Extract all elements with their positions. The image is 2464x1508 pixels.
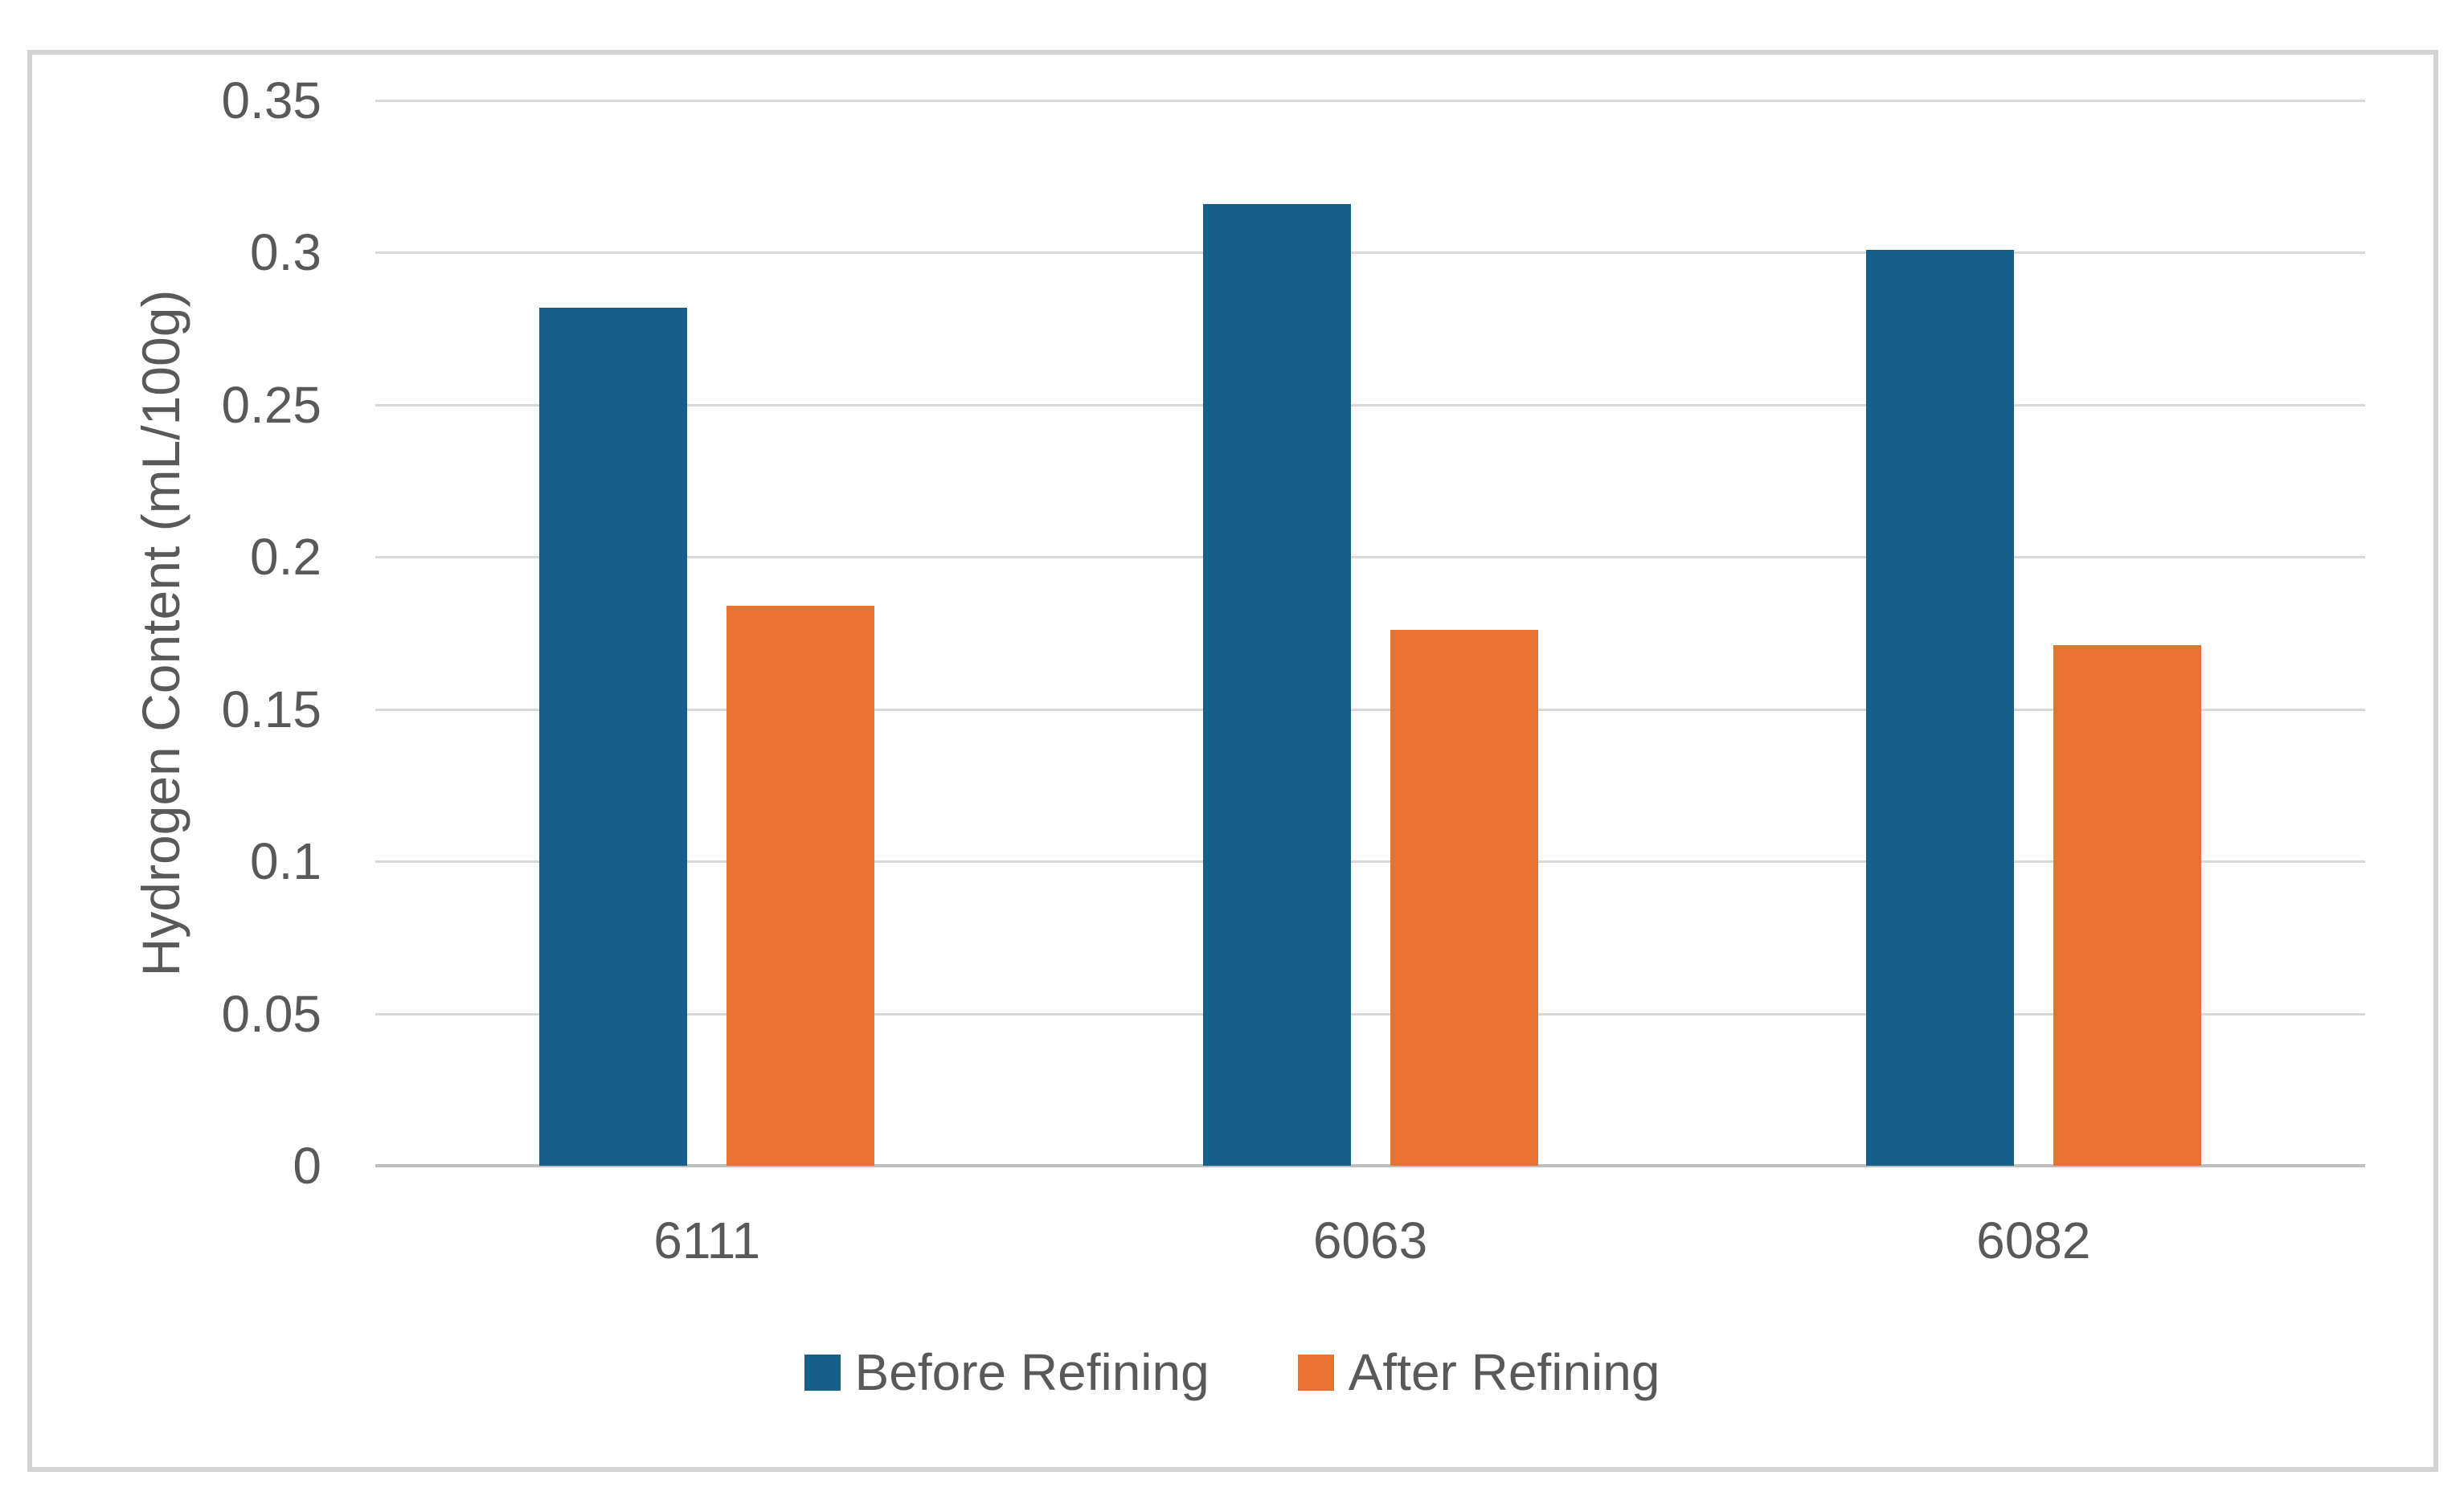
y-tick-label: 0.25	[221, 375, 321, 434]
x-category-label: 6082	[1976, 1212, 2091, 1269]
bar-after-refining-6063	[1390, 630, 1538, 1166]
gridline	[375, 708, 2365, 711]
y-tick-label: 0.35	[221, 72, 321, 129]
bar-before-refining-6063	[1202, 203, 1351, 1166]
bar-after-refining-6111	[727, 605, 875, 1166]
y-tick-label: 0.2	[250, 528, 321, 586]
gridline	[375, 556, 2365, 559]
gridline	[375, 100, 2365, 102]
y-tick-label: 0.05	[221, 984, 321, 1043]
y-tick-label: 0	[293, 1137, 321, 1195]
bar-before-refining-6111	[539, 307, 688, 1166]
gridline	[375, 251, 2365, 255]
legend-label-after-refining: After Refining	[1348, 1343, 1660, 1401]
legend-swatch-after-refining-icon	[1297, 1354, 1334, 1391]
y-tick-label: 0.3	[250, 223, 321, 282]
legend-item-after-refining: After Refining	[1297, 1343, 1660, 1401]
gridline	[375, 860, 2365, 864]
gridline	[375, 403, 2365, 407]
bar-after-refining-6082	[2053, 645, 2201, 1166]
x-category-label: 6063	[1312, 1212, 1428, 1269]
gridline	[375, 1012, 2365, 1016]
legend: Before Refining After Refining	[0, 1347, 2464, 1398]
legend-item-before-refining: Before Refining	[804, 1347, 1209, 1398]
legend-label-before-refining: Before Refining	[854, 1343, 1209, 1401]
bar-before-refining-6082	[1865, 249, 2014, 1166]
x-category-label: 6111	[653, 1212, 761, 1269]
x-axis-line	[375, 1164, 2365, 1167]
y-tick-label: 0.15	[221, 680, 321, 738]
legend-swatch-before-refining-icon	[804, 1354, 841, 1391]
y-tick-label: 0.1	[250, 832, 321, 891]
